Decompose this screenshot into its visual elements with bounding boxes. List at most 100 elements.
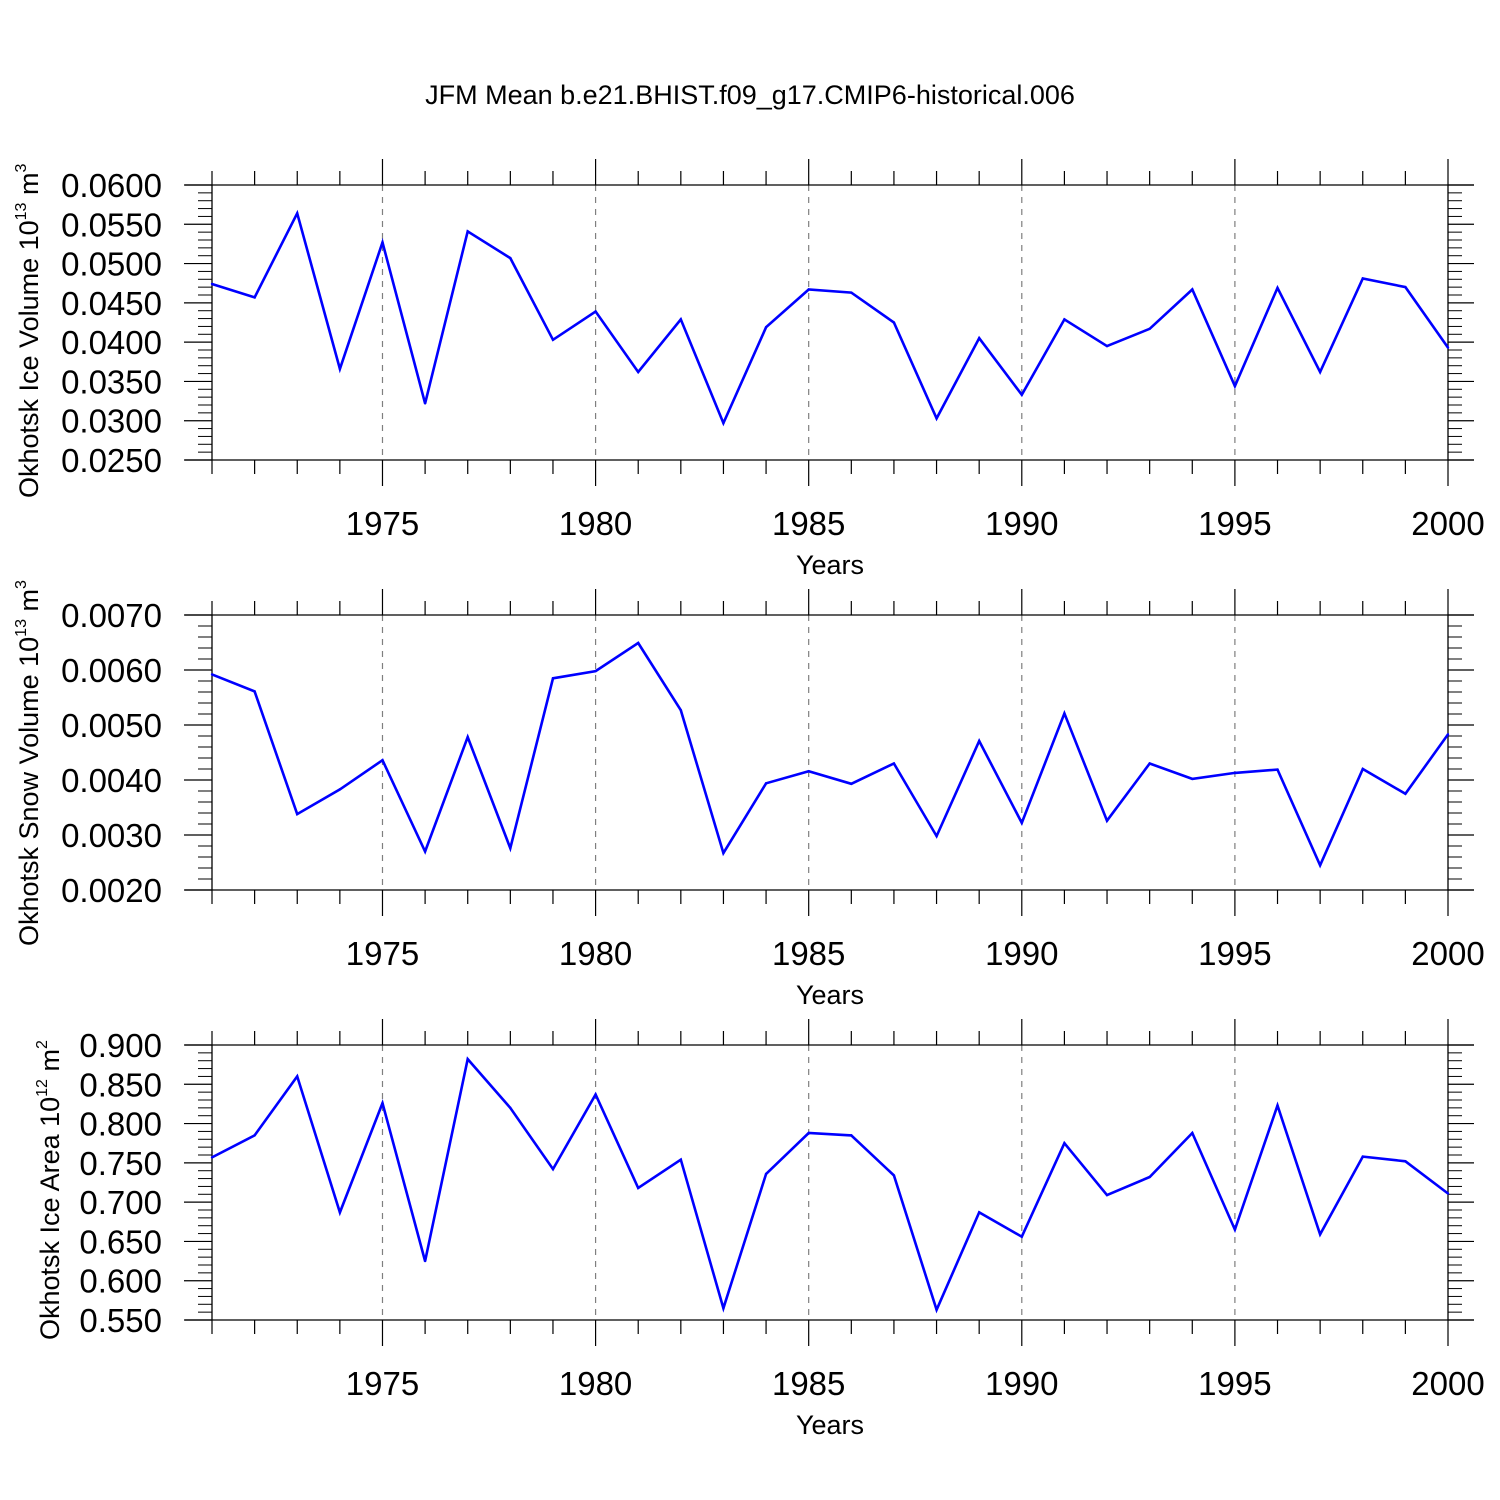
- data-point: [1191, 777, 1194, 781]
- data-point: [1276, 768, 1279, 771]
- data-point: [637, 370, 640, 374]
- data-point: [381, 241, 384, 244]
- data-point: [1404, 285, 1407, 289]
- data-point: [1020, 1235, 1023, 1238]
- x-tick-label: 2000: [1411, 935, 1484, 972]
- data-point: [807, 1131, 810, 1135]
- x-tick-label: 1980: [559, 1365, 632, 1402]
- data-point: [892, 1174, 896, 1177]
- data-point: [1063, 712, 1066, 715]
- data-point: [1063, 1142, 1066, 1145]
- y-tick-label: 0.0020: [61, 872, 162, 909]
- data-point: [1020, 393, 1023, 396]
- y-tick-label: 0.600: [79, 1263, 162, 1300]
- x-tick-label: 1975: [346, 505, 419, 542]
- data-point: [935, 417, 938, 420]
- data-point: [764, 1172, 768, 1176]
- data-point: [1148, 1175, 1151, 1179]
- data-point: [1276, 286, 1279, 290]
- data-point: [1105, 344, 1109, 348]
- x-tick-label: 1975: [346, 935, 419, 972]
- data-point: [423, 402, 427, 405]
- data-point: [338, 788, 342, 791]
- data-point: [423, 850, 427, 853]
- x-axis-label: Years: [795, 980, 865, 1010]
- data-point: [1361, 767, 1364, 771]
- data-point: [1148, 327, 1151, 330]
- data-point: [977, 739, 981, 743]
- data-point: [466, 1057, 469, 1061]
- data-point: [210, 282, 214, 286]
- y-tick-label: 0.0250: [61, 442, 162, 479]
- x-tick-label: 1985: [772, 935, 845, 972]
- data-point: [679, 708, 683, 712]
- x-tick-label: 1995: [1198, 1365, 1271, 1402]
- x-tick-label: 2000: [1411, 505, 1484, 542]
- data-point: [210, 673, 214, 676]
- series-line: [211, 209, 1450, 427]
- data-point: [210, 1156, 214, 1159]
- data-point: [679, 318, 683, 321]
- data-point: [722, 421, 725, 425]
- y-tick-label: 0.0070: [61, 597, 162, 634]
- series-line: [211, 1056, 1449, 1314]
- x-tick-label: 1980: [559, 935, 632, 972]
- y-tick-label: 0.0300: [61, 403, 162, 440]
- data-point: [764, 782, 768, 785]
- y-tick-label: 0.0600: [61, 167, 162, 204]
- data-point: [637, 1186, 640, 1190]
- y-tick-label: 0.850: [79, 1066, 162, 1103]
- data-point: [423, 1259, 427, 1263]
- data-point: [764, 326, 768, 329]
- data-point: [551, 1167, 555, 1171]
- x-axis-label: Years: [795, 550, 865, 580]
- data-point: [1233, 1228, 1237, 1231]
- data-point: [1020, 821, 1023, 825]
- y-tick-label: 0.800: [79, 1106, 162, 1143]
- data-point: [1191, 288, 1194, 291]
- data-point: [977, 1211, 981, 1214]
- data-point: [509, 256, 512, 260]
- y-tick-label: 0.900: [79, 1027, 162, 1064]
- x-tick-label: 1995: [1198, 505, 1271, 542]
- data-point: [1276, 1104, 1279, 1107]
- data-point: [977, 337, 981, 340]
- y-tick-label: 0.550: [79, 1302, 162, 1339]
- x-tick-label: 1990: [985, 505, 1058, 542]
- y-tick-label: 0.0550: [61, 206, 162, 243]
- x-tick-label: 2000: [1411, 1365, 1484, 1402]
- data-point: [935, 1308, 938, 1311]
- y-tick-label: 0.0040: [61, 762, 162, 799]
- data-point: [253, 690, 256, 693]
- data-point: [722, 1307, 725, 1310]
- data-point: [594, 310, 597, 313]
- y-tick-label: 0.0450: [61, 285, 162, 322]
- data-point: [253, 1134, 256, 1137]
- data-point: [892, 762, 896, 765]
- data-point: [1404, 792, 1407, 795]
- data-point: [1446, 733, 1450, 736]
- x-tick-label: 1990: [985, 935, 1058, 972]
- y-tick-label: 0.0060: [61, 652, 162, 689]
- y-tick-label: 0.0400: [61, 324, 162, 361]
- page-title: JFM Mean b.e21.BHIST.f09_g17.CMIP6-histo…: [425, 80, 1075, 110]
- snow-volume-panel: Okhotsk Snow Volume 1013 m3 0.0020 0.0030…: [0, 580, 1500, 1010]
- x-tick-label: 1985: [772, 505, 845, 542]
- data-point: [253, 296, 256, 299]
- data-point: [1105, 819, 1109, 822]
- data-point: [509, 1106, 512, 1110]
- data-point: [1191, 1131, 1194, 1135]
- data-point: [1446, 1192, 1450, 1195]
- data-point: [1318, 864, 1322, 867]
- x-tick-label: 1980: [559, 505, 632, 542]
- y-tick-label: 0.750: [79, 1145, 162, 1182]
- data-point: [1318, 370, 1322, 374]
- x-tick-label: 1990: [985, 1365, 1058, 1402]
- data-point: [1105, 1193, 1109, 1197]
- ice-area-chart: 0.5500.6000.6500.7000.7500.8000.8500.900…: [79, 1019, 1485, 1402]
- y-tick-label: 0.650: [79, 1223, 162, 1260]
- ice-area-panel: Okhotsk Ice Area 1012 m2 0.550 0.600 0.650…: [0, 1010, 1500, 1440]
- x-tick-label: 1985: [772, 1365, 845, 1402]
- data-point: [381, 1101, 384, 1105]
- data-point: [637, 641, 640, 645]
